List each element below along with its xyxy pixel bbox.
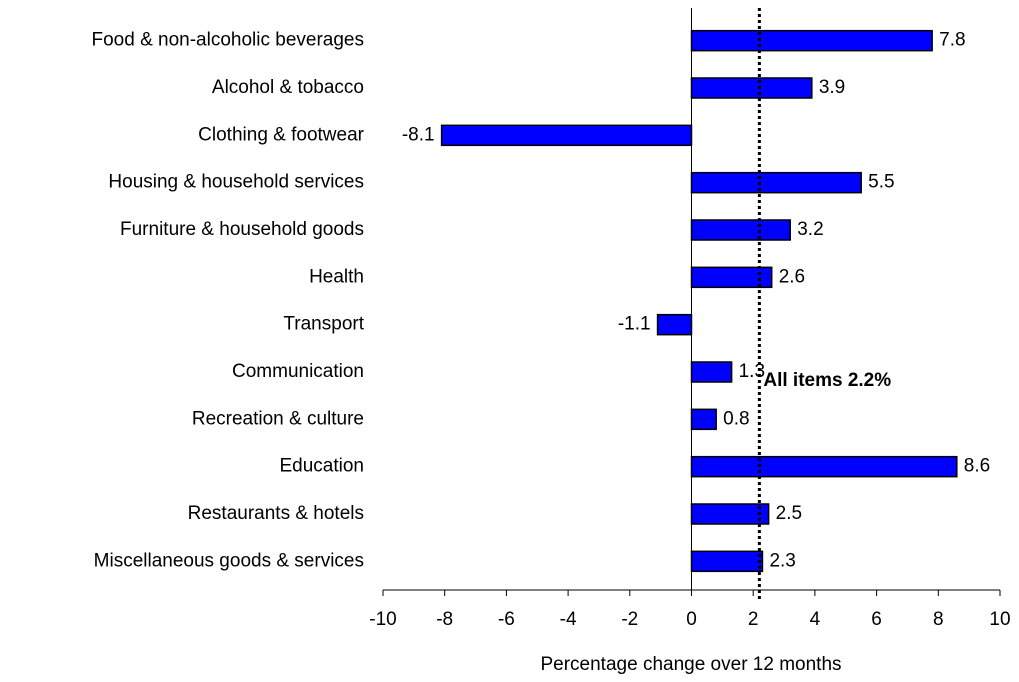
value-label: -1.1 [618, 314, 651, 335]
y-tick-label: Education [279, 456, 364, 477]
y-tick-label: Food & non-alcoholic beverages [91, 30, 364, 51]
value-label: 2.5 [776, 503, 802, 524]
bar [690, 408, 717, 431]
y-tick-label: Miscellaneous goods & services [94, 550, 364, 571]
bar [690, 171, 862, 194]
y-tick-label: Alcohol & tobacco [212, 77, 364, 98]
value-label: -8.1 [402, 124, 435, 145]
value-label: 0.8 [723, 408, 749, 429]
x-axis-title: Percentage change over 12 months [540, 654, 841, 675]
reference-label: All items 2.2% [763, 370, 891, 391]
value-label: 3.9 [819, 77, 845, 98]
bar [690, 77, 813, 99]
x-tick-label: -2 [621, 609, 638, 630]
value-label: 7.8 [939, 30, 965, 51]
value-label: 2.6 [779, 266, 805, 287]
bar [690, 29, 933, 52]
value-label: 3.2 [797, 219, 823, 240]
y-tick-label: Clothing & footwear [198, 124, 364, 145]
x-tick-label: -10 [369, 609, 396, 630]
x-tick-label: 0 [686, 609, 697, 630]
value-label: 8.6 [964, 456, 990, 477]
value-label: 2.3 [769, 550, 795, 571]
bar [656, 313, 693, 336]
y-tick-label: Recreation & culture [192, 408, 364, 429]
bar [690, 219, 791, 241]
x-tick-label: -6 [498, 609, 515, 630]
bar [690, 361, 733, 383]
x-tick-label: 10 [989, 609, 1010, 630]
x-tick-label: -8 [436, 609, 453, 630]
y-tick-label: Restaurants & hotels [188, 503, 364, 524]
value-label: 1.3 [739, 361, 765, 382]
x-tick-label: 6 [871, 609, 882, 630]
bar [690, 455, 958, 478]
y-tick-label: Transport [283, 314, 364, 335]
y-tick-label: Health [309, 266, 364, 287]
x-tick-label: 2 [748, 609, 759, 630]
bar [440, 124, 693, 147]
y-tick-label: Communication [232, 361, 364, 382]
y-tick-label: Housing & household services [108, 172, 364, 193]
value-label: 5.5 [868, 172, 894, 193]
x-tick-label: 4 [810, 609, 821, 630]
y-tick-label: Furniture & household goods [120, 219, 364, 240]
x-tick-label: -4 [560, 609, 577, 630]
bar [690, 503, 770, 525]
x-tick-label: 8 [933, 609, 944, 630]
bar [690, 550, 764, 573]
